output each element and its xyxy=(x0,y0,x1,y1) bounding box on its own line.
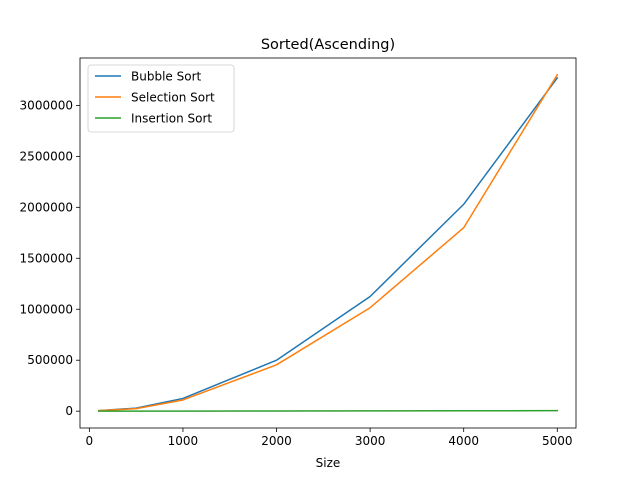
x-tick-label: 1000 xyxy=(168,434,199,448)
x-tick-label: 0 xyxy=(86,434,94,448)
chart-title: Sorted(Ascending) xyxy=(261,37,395,53)
plot-area: 0 1000 2000 3000 4000 5000 0 500000 1000000 15000… xyxy=(20,57,577,448)
legend-box xyxy=(87,64,235,133)
axes-frame xyxy=(79,57,577,429)
y-tick-label: 500000 xyxy=(27,353,73,367)
y-tick-label: 3000000 xyxy=(20,98,73,112)
y-tick-label: 2500000 xyxy=(20,149,73,163)
y-tick-label: 1000000 xyxy=(20,302,73,316)
legend-label-selection-sort: Selection Sort xyxy=(131,91,215,105)
x-tick-label: 4000 xyxy=(448,434,479,448)
legend-label-insertion-sort: Insertion Sort xyxy=(131,112,212,126)
y-tick-label: 0 xyxy=(65,404,73,418)
x-tick-label: 5000 xyxy=(542,434,573,448)
series-line-selection-sort xyxy=(97,73,559,412)
x-tick-label: 3000 xyxy=(355,434,386,448)
series-line-insertion-sort xyxy=(97,409,559,412)
y-tick-label: 1500000 xyxy=(20,251,73,265)
legend-label-bubble-sort: Bubble Sort xyxy=(131,70,201,84)
x-axis-label: Size xyxy=(316,456,341,470)
x-tick-label: 2000 xyxy=(261,434,292,448)
y-tick-label: 2000000 xyxy=(20,200,73,214)
legend: Bubble Sort Selection Sort Insertion Sort xyxy=(87,64,235,133)
